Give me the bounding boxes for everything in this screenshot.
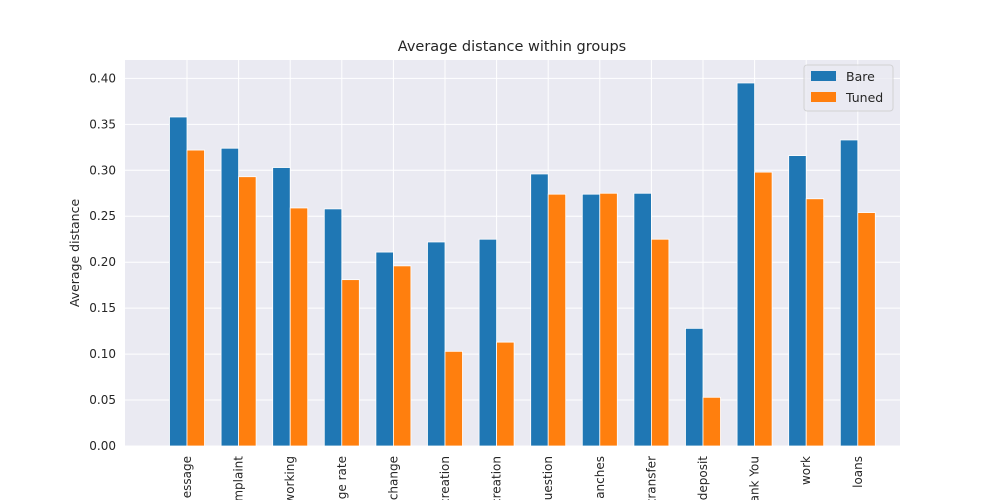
bar-bare-1 <box>220 147 240 447</box>
chart-title: Average distance within groups <box>398 39 626 55</box>
bar-tuned-6 <box>496 341 515 447</box>
bar-tuned-2 <box>289 207 309 447</box>
bar-tuned-10 <box>702 396 721 447</box>
legend: Bare Tuned <box>803 64 894 112</box>
x-tick-label: ank You <box>748 456 762 500</box>
bar-tuned-9 <box>651 238 670 447</box>
bar-bare-11 <box>736 82 755 447</box>
x-tick-label: anches <box>593 456 607 499</box>
bar-tuned-1 <box>238 176 257 447</box>
y-tick-label: 0.35 <box>89 117 116 131</box>
y-tick-label: 0.05 <box>89 393 116 407</box>
y-tick-label: 0.10 <box>89 347 116 361</box>
x-tick-labels: essage mplaint working ge rate change creatio… <box>180 456 865 500</box>
y-tick-label: 0.30 <box>89 163 116 177</box>
legend-label-tuned: Tuned <box>845 90 883 105</box>
x-tick-label: transfer <box>644 456 658 500</box>
bar-tuned-12 <box>805 198 825 447</box>
y-tick-label: 0.40 <box>89 71 116 85</box>
bar-bare-4 <box>375 251 394 447</box>
legend-label-bare: Bare <box>846 69 875 84</box>
bar-bare-8 <box>581 193 601 447</box>
x-tick-label: change <box>386 456 400 500</box>
bars <box>169 82 876 447</box>
legend-swatch-tuned <box>811 92 836 102</box>
x-tick-label: loans <box>851 456 865 488</box>
bar-bare-13 <box>839 139 859 447</box>
y-tick-labels: 0.00 0.05 0.10 0.15 0.20 0.25 0.30 0.35 0.40 <box>89 71 116 453</box>
y-axis-label: Average distance <box>67 199 82 308</box>
bar-bare-3 <box>323 208 343 447</box>
bar-bare-0 <box>169 116 188 447</box>
y-tick-label: 0.00 <box>89 439 116 453</box>
bar-tuned-7 <box>547 193 567 447</box>
x-tick-label: mplaint <box>232 456 246 500</box>
bar-tuned-13 <box>857 212 876 447</box>
bar-tuned-5 <box>444 350 463 447</box>
x-tick-label: ge rate <box>335 456 349 499</box>
bar-tuned-4 <box>392 265 412 447</box>
x-tick-label: essage <box>180 456 194 498</box>
bar-tuned-11 <box>754 171 773 447</box>
x-tick-label: deposit <box>696 456 710 500</box>
bar-bare-12 <box>788 155 807 447</box>
legend-swatch-bare <box>811 71 836 81</box>
bar-tuned-0 <box>186 149 205 447</box>
bar-bare-9 <box>633 192 652 447</box>
x-tick-label: uestion <box>541 456 555 500</box>
bar-tuned-3 <box>341 279 360 447</box>
x-tick-label: working <box>283 456 297 500</box>
y-tick-label: 0.25 <box>89 209 116 223</box>
x-tick-label: creation <box>490 456 504 500</box>
bar-bare-10 <box>685 327 704 447</box>
bar-bare-7 <box>530 173 549 447</box>
bar-bare-2 <box>272 167 291 447</box>
bar-bare-5 <box>427 241 446 447</box>
bar-tuned-8 <box>599 192 618 447</box>
bar-bare-6 <box>478 238 498 447</box>
y-tick-label: 0.15 <box>89 301 116 315</box>
y-tick-label: 0.20 <box>89 255 116 269</box>
x-tick-label: creation <box>438 456 452 500</box>
x-tick-label: work <box>799 456 813 485</box>
